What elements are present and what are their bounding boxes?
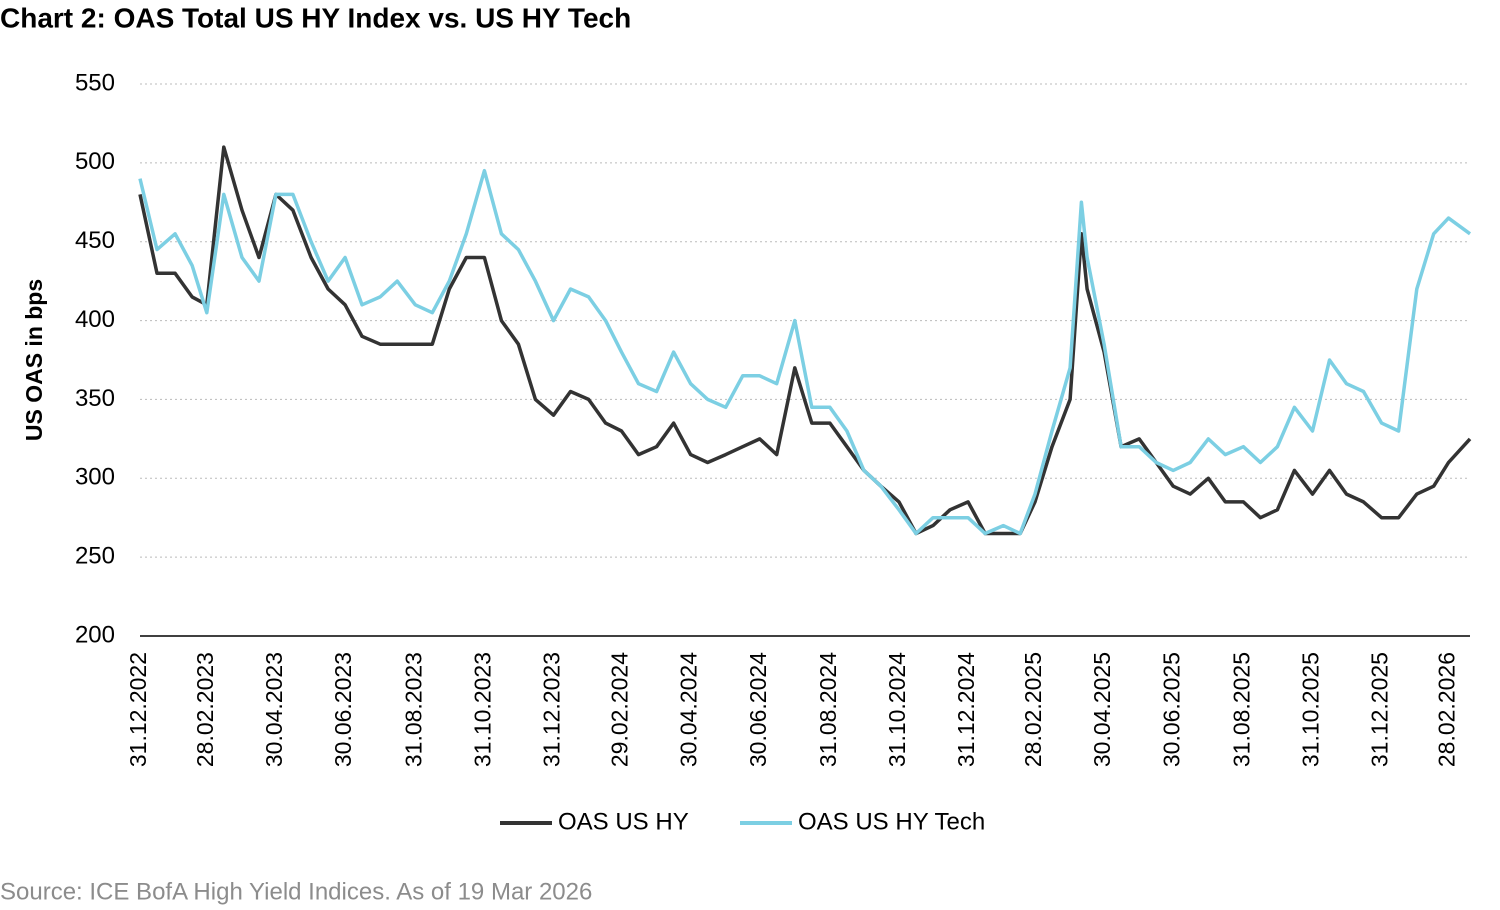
chart-title: Chart 2: OAS Total US HY Index vs. US HY…: [0, 2, 631, 33]
x-tick-label: 30.04.2025: [1089, 652, 1115, 767]
y-tick-label: 350: [75, 385, 115, 412]
y-tick-label: 550: [75, 69, 115, 96]
y-tick-label: 200: [75, 621, 115, 648]
x-tick-label: 28.02.2026: [1434, 652, 1460, 767]
x-tick-label: 31.10.2024: [884, 652, 910, 767]
series-line: [138, 145, 1472, 536]
y-tick-label: 250: [75, 542, 115, 569]
x-tick-label: 28.02.2025: [1020, 652, 1046, 767]
x-tick-label: 31.12.2024: [953, 652, 979, 767]
legend-label: OAS US HY: [558, 808, 689, 835]
y-tick-label: 400: [75, 306, 115, 333]
x-tick-label: 31.10.2023: [469, 652, 495, 767]
x-tick-label: 31.12.2025: [1367, 652, 1393, 767]
x-tick-label: 31.08.2024: [815, 652, 841, 767]
x-tick-label: 31.08.2025: [1229, 652, 1255, 767]
x-tick-label: 30.06.2025: [1158, 652, 1184, 767]
source-note: Source: ICE BofA High Yield Indices. As …: [0, 878, 592, 905]
x-tick-label: 31.10.2025: [1298, 652, 1324, 767]
series-line: [138, 168, 1472, 536]
x-tick-label: 28.02.2023: [192, 652, 218, 767]
legend-label: OAS US HY Tech: [798, 808, 985, 835]
x-tick-label: 29.02.2024: [607, 652, 633, 767]
y-tick-label: 500: [75, 148, 115, 175]
x-tick-label: 31.08.2023: [400, 652, 426, 767]
x-tick-label: 30.06.2023: [330, 652, 356, 767]
x-tick-label: 30.06.2024: [745, 652, 771, 767]
x-tick-label: 30.04.2023: [261, 652, 287, 767]
y-tick-label: 450: [75, 227, 115, 254]
y-tick-label: 300: [75, 464, 115, 491]
x-tick-label: 31.12.2023: [539, 652, 565, 767]
x-tick-label: 30.04.2024: [676, 652, 702, 767]
x-tick-label: 31.12.2022: [125, 652, 151, 767]
y-axis-label: US OAS in bps: [21, 279, 47, 441]
